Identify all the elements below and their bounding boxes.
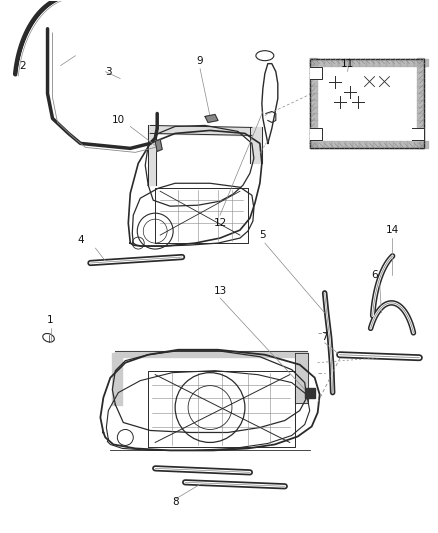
Polygon shape [411, 128, 424, 140]
Text: 3: 3 [105, 67, 111, 77]
Polygon shape [205, 115, 218, 123]
Text: 2: 2 [19, 61, 26, 71]
Text: 7: 7 [321, 332, 327, 342]
Polygon shape [304, 387, 314, 398]
Text: 13: 13 [213, 286, 226, 296]
Text: 4: 4 [77, 235, 84, 245]
Text: 6: 6 [371, 270, 377, 280]
Text: 5: 5 [259, 230, 265, 240]
Text: 12: 12 [213, 218, 226, 228]
Text: 8: 8 [171, 497, 178, 507]
Text: 10: 10 [112, 116, 124, 125]
Text: 14: 14 [385, 225, 398, 235]
Text: 9: 9 [196, 55, 203, 66]
Polygon shape [309, 67, 321, 78]
Text: 1: 1 [47, 315, 54, 325]
Text: 11: 11 [340, 59, 353, 69]
Polygon shape [309, 128, 321, 140]
Polygon shape [155, 140, 162, 151]
